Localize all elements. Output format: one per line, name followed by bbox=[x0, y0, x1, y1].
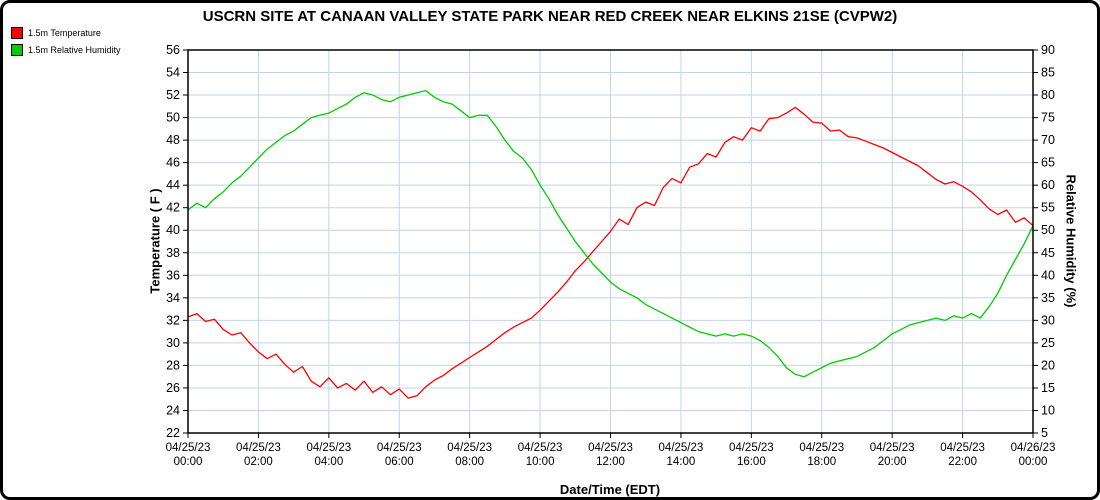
svg-text:00:00: 00:00 bbox=[1019, 456, 1048, 468]
svg-text:40: 40 bbox=[1041, 268, 1055, 282]
x-axis-label: Date/Time (EDT) bbox=[559, 482, 661, 497]
svg-text:04/25/23: 04/25/23 bbox=[799, 442, 844, 454]
svg-text:56: 56 bbox=[166, 43, 180, 57]
y-axis-label-right: Relative Humidity (%) bbox=[1063, 174, 1079, 308]
svg-text:32: 32 bbox=[166, 313, 180, 327]
svg-text:18:00: 18:00 bbox=[807, 456, 836, 468]
svg-text:22: 22 bbox=[166, 426, 180, 440]
svg-text:35: 35 bbox=[1041, 291, 1055, 305]
svg-text:00:00: 00:00 bbox=[174, 456, 203, 468]
svg-text:06:00: 06:00 bbox=[385, 456, 414, 468]
svg-text:12:00: 12:00 bbox=[596, 456, 625, 468]
svg-text:60: 60 bbox=[1041, 178, 1055, 192]
relative-humidity-line bbox=[187, 89, 1034, 378]
legend-label-humidity: 1.5m Relative Humidity bbox=[28, 45, 121, 55]
svg-text:25: 25 bbox=[1041, 336, 1055, 350]
svg-text:40: 40 bbox=[166, 223, 180, 237]
svg-text:16:00: 16:00 bbox=[737, 456, 766, 468]
svg-text:75: 75 bbox=[1041, 111, 1055, 125]
chart-title: USCRN SITE AT CANAAN VALLEY STATE PARK N… bbox=[202, 8, 898, 25]
svg-text:80: 80 bbox=[1041, 88, 1055, 102]
svg-text:52: 52 bbox=[166, 88, 180, 102]
y-axis-label-left: Temperature ( F ) bbox=[147, 188, 163, 294]
svg-text:46: 46 bbox=[166, 156, 180, 170]
svg-text:38: 38 bbox=[166, 246, 180, 260]
svg-text:28: 28 bbox=[166, 358, 180, 372]
humidity-swatch-icon bbox=[11, 44, 23, 56]
svg-text:55: 55 bbox=[1041, 201, 1055, 215]
svg-text:42: 42 bbox=[166, 201, 180, 215]
svg-text:44: 44 bbox=[166, 178, 180, 192]
svg-text:48: 48 bbox=[166, 133, 180, 147]
svg-text:20:00: 20:00 bbox=[878, 456, 907, 468]
svg-text:04/25/23: 04/25/23 bbox=[447, 442, 492, 454]
svg-text:70: 70 bbox=[1041, 133, 1055, 147]
svg-text:26: 26 bbox=[166, 381, 180, 395]
temperature-line bbox=[187, 106, 1034, 399]
svg-text:36: 36 bbox=[166, 268, 180, 282]
legend: 1.5m Temperature 1.5m Relative Humidity bbox=[11, 27, 121, 61]
svg-text:04/25/23: 04/25/23 bbox=[940, 442, 985, 454]
svg-text:04/25/23: 04/25/23 bbox=[588, 442, 633, 454]
svg-text:22:00: 22:00 bbox=[948, 456, 977, 468]
svg-text:04/25/23: 04/25/23 bbox=[166, 442, 211, 454]
svg-text:30: 30 bbox=[1041, 313, 1055, 327]
svg-text:04/25/23: 04/25/23 bbox=[236, 442, 281, 454]
svg-text:34: 34 bbox=[166, 291, 180, 305]
svg-text:04/26/23: 04/26/23 bbox=[1011, 442, 1056, 454]
svg-text:30: 30 bbox=[166, 336, 180, 350]
svg-text:10: 10 bbox=[1041, 403, 1055, 417]
svg-text:10:00: 10:00 bbox=[526, 456, 555, 468]
svg-text:02:00: 02:00 bbox=[244, 456, 273, 468]
svg-text:45: 45 bbox=[1041, 246, 1055, 260]
svg-text:54: 54 bbox=[166, 66, 180, 80]
svg-text:08:00: 08:00 bbox=[455, 456, 484, 468]
svg-text:04/25/23: 04/25/23 bbox=[518, 442, 563, 454]
svg-text:20: 20 bbox=[1041, 358, 1055, 372]
svg-text:14:00: 14:00 bbox=[667, 456, 696, 468]
legend-item-temperature: 1.5m Temperature bbox=[11, 27, 121, 39]
legend-item-humidity: 1.5m Relative Humidity bbox=[11, 44, 121, 56]
svg-text:90: 90 bbox=[1041, 43, 1055, 57]
svg-text:04/25/23: 04/25/23 bbox=[659, 442, 704, 454]
svg-text:5: 5 bbox=[1041, 426, 1048, 440]
svg-text:15: 15 bbox=[1041, 381, 1055, 395]
svg-text:65: 65 bbox=[1041, 156, 1055, 170]
temperature-swatch-icon bbox=[11, 27, 23, 39]
svg-text:04/25/23: 04/25/23 bbox=[377, 442, 422, 454]
svg-text:04/25/23: 04/25/23 bbox=[306, 442, 351, 454]
svg-text:50: 50 bbox=[166, 111, 180, 125]
svg-text:04/25/23: 04/25/23 bbox=[870, 442, 915, 454]
svg-text:85: 85 bbox=[1041, 66, 1055, 80]
svg-text:24: 24 bbox=[166, 403, 180, 417]
svg-text:04/25/23: 04/25/23 bbox=[729, 442, 774, 454]
svg-text:50: 50 bbox=[1041, 223, 1055, 237]
plot-area: 22 5 24 10 26 15 28 20 30 25 32 30 34 35 36 40 38 45 40 50 4… bbox=[166, 43, 1056, 468]
legend-label-temperature: 1.5m Temperature bbox=[28, 28, 101, 38]
svg-text:04:00: 04:00 bbox=[314, 456, 343, 468]
